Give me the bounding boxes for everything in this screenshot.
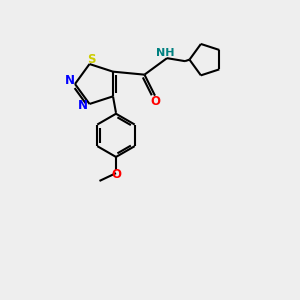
- Text: O: O: [151, 94, 160, 108]
- Text: N: N: [64, 74, 75, 88]
- Text: O: O: [111, 168, 121, 181]
- Text: N: N: [78, 99, 88, 112]
- Text: NH: NH: [156, 48, 175, 58]
- Text: S: S: [87, 53, 95, 66]
